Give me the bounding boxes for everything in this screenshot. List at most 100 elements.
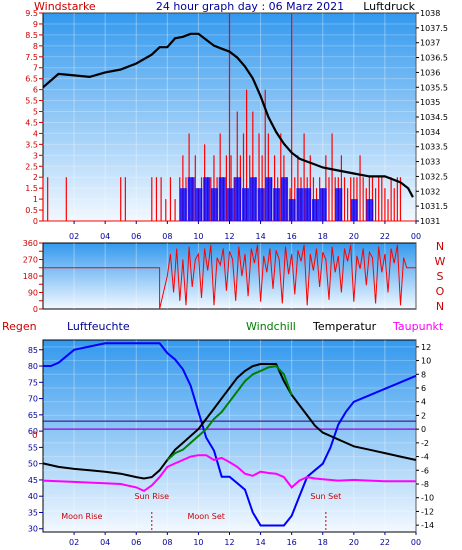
y-tick-label-left: 60 — [28, 427, 38, 436]
annotation-sun-set: Sun Set — [310, 492, 341, 501]
y-tick-label-right: 1038 — [420, 9, 440, 18]
wind-direction-bar — [319, 188, 327, 221]
y-tick-label-right: -4 — [421, 453, 429, 462]
wind-direction-bar — [280, 177, 288, 221]
wind-direction-bar — [210, 188, 218, 221]
y-tick-label-left: 2.5 — [25, 162, 38, 171]
x-tick-label: 20 — [349, 538, 359, 547]
y-tick-label-left: 9.5 — [25, 9, 38, 18]
y-tick-label-right: 10 — [421, 357, 431, 366]
wind-direction-bar — [257, 188, 265, 221]
y-tick-label-left: 40 — [28, 492, 38, 501]
y-tick-label-left: 0.5 — [25, 206, 38, 215]
compass-label: W — [435, 255, 446, 268]
x-tick-label: 10 — [193, 232, 203, 241]
x-tick-label: 22 — [380, 232, 390, 241]
x-tick-label: 02 — [69, 232, 79, 241]
temp-humidity-panel: Regen Luftfeuchte Windchill Temperatur T… — [2, 320, 444, 547]
y-tick-label-left: 5 — [33, 108, 38, 117]
annotation-moon-set: Moon Set — [187, 512, 224, 521]
chart-title: 24 hour graph day : 06 Marz 2021 — [156, 0, 344, 13]
y-tick-label-left: 35 — [28, 508, 38, 517]
y-tick-label: 180 — [23, 272, 38, 281]
y-tick-label-right: 0 — [421, 425, 426, 434]
plot-area — [42, 339, 417, 533]
y-tick-label-left: 3.5 — [25, 140, 38, 149]
x-tick-label: 14 — [255, 232, 265, 241]
y-tick-label-left: 4 — [33, 129, 38, 138]
y-tick-label-left: 55 — [28, 443, 38, 452]
y-tick-label-right: 1035.5 — [420, 83, 448, 92]
x-tick-label: 08 — [162, 232, 172, 241]
wind-direction-bar — [218, 177, 226, 221]
wind-direction-bar — [242, 188, 250, 221]
y-tick-label-right: 12 — [421, 343, 431, 352]
y-tick-label-right: -6 — [421, 466, 429, 475]
y-tick-label: 0 — [33, 305, 38, 314]
y-tick-label-left: 75 — [28, 378, 38, 387]
y-tick-label-left: 45 — [28, 476, 38, 485]
x-tick-label: 16 — [287, 538, 297, 547]
y-axis-left: 0 90 180 270 360 — [23, 239, 43, 314]
y-tick-label-left: 2 — [33, 173, 38, 182]
y-tick-label-right: 1032 — [420, 187, 440, 196]
series — [42, 342, 417, 527]
wind-direction-bar — [226, 188, 234, 221]
y-tick-label-left: 30 — [28, 525, 38, 534]
y-axis-right: -14 -12 -10 -8 -6 -4 -2 0 2 4 6 8 10 12 — [416, 343, 434, 530]
x-tick-label: 12 — [224, 538, 234, 547]
wind-direction-bar — [234, 177, 242, 221]
pressure-line — [42, 32, 414, 198]
wind-direction-bar — [203, 177, 211, 221]
y-tick-label-left: 8 — [33, 42, 38, 51]
y-tick-label: 90 — [28, 289, 38, 298]
x-tick-label: 18 — [318, 538, 328, 547]
direction-series — [43, 244, 416, 310]
y-tick-label-left: 9 — [33, 20, 38, 29]
wind-direction-line — [43, 244, 416, 310]
luftfeuchte-line — [43, 342, 417, 527]
compass-label: O — [436, 285, 445, 298]
annotation-moon-rise: Moon Rise — [61, 512, 102, 521]
y-tick-label-right: -14 — [421, 521, 434, 530]
compass-label: N — [436, 240, 444, 253]
y-tick-label-left: 50 — [28, 460, 38, 469]
y-tick-label-right: -2 — [421, 439, 429, 448]
y-tick-label-right: 1034.5 — [420, 113, 448, 122]
wind-direction-bar — [335, 188, 343, 221]
wind-direction-bar — [304, 188, 312, 221]
y-tick-label-right: 1035 — [420, 98, 440, 107]
y-tick-label-right: 4 — [421, 398, 426, 407]
y-tick-label: 270 — [23, 256, 38, 265]
x-tick-label: 00 — [411, 538, 421, 547]
y-tick-label-left: 0 — [33, 217, 38, 226]
compass-label: N — [436, 300, 444, 313]
x-tick-label: 02 — [69, 538, 79, 547]
wind-direction-bar — [187, 177, 195, 221]
pressure-series — [42, 32, 414, 198]
wind-direction-bar — [273, 188, 281, 221]
compass-label: S — [437, 270, 444, 283]
windstarke-label: Windstarke — [34, 0, 96, 13]
y-tick-label-left: 1.5 — [25, 184, 38, 193]
y-tick-label-right: -8 — [421, 480, 429, 489]
temperatur-label: Temperatur — [312, 320, 377, 333]
x-axis: 02 04 06 08 10 12 14 16 18 20 22 00 — [69, 532, 421, 547]
x-axis: 02 04 06 08 10 12 14 16 18 20 22 00 — [69, 221, 421, 241]
y-tick-label-right: 1037.5 — [420, 24, 448, 33]
y-tick-label-left: 5.5 — [25, 97, 38, 106]
wind-direction-bar — [296, 188, 304, 221]
y-tick-label-right: 1033 — [420, 158, 440, 167]
y-tick-label-right: 2 — [421, 411, 426, 420]
y-tick-label-left: 1 — [33, 195, 38, 204]
luftdruck-label: Luftdruck — [363, 0, 415, 13]
y-tick-label-right: 1036 — [420, 68, 440, 77]
y-tick-label: 360 — [23, 239, 38, 248]
grid — [43, 340, 417, 532]
y-axis-left: 30 35 40 45 50 55 60 65 70 75 80 85 — [28, 346, 43, 534]
y-tick-label-right: 1034 — [420, 128, 440, 137]
y-tick-label-right: 1031 — [420, 217, 440, 226]
y-tick-label-right: 6 — [421, 384, 426, 393]
